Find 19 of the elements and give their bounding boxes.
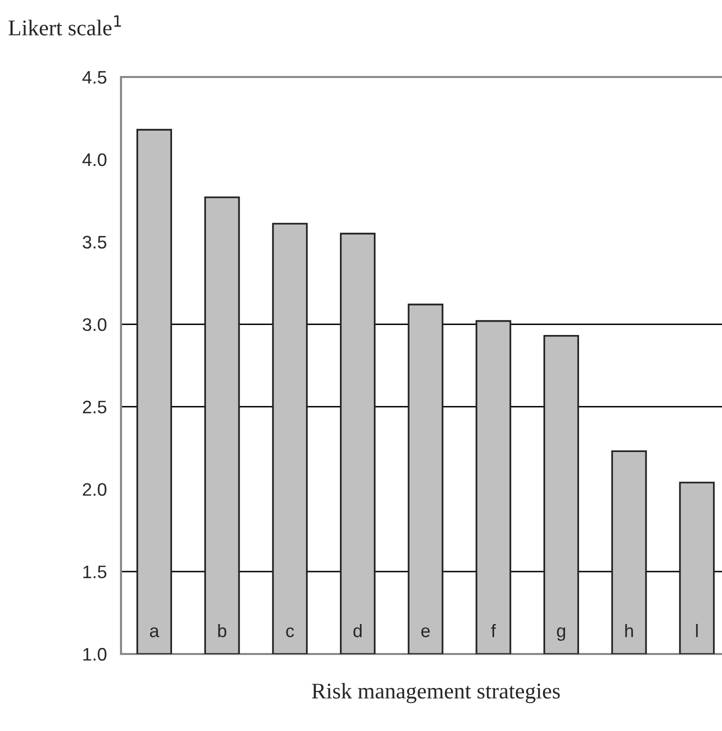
- x-tick-label: h: [625, 624, 633, 638]
- x-tick-label: b: [218, 624, 226, 638]
- y-tick-label: 1.5: [83, 566, 106, 578]
- x-tick-label: e: [421, 627, 430, 638]
- y-tick-label: 2.0: [82, 483, 106, 496]
- y-tick-label: 4.0: [82, 153, 106, 166]
- x-tick-label: g: [556, 627, 566, 641]
- y-tick-label: 4.5: [82, 71, 106, 84]
- x-tick-label: a: [150, 627, 160, 638]
- y-tick-label: 1.0: [83, 648, 106, 661]
- y-axis-title: Likert scale$^{1}$: [8, 15, 121, 36]
- x-tick-label: l: [696, 624, 698, 638]
- x-axis-title: Risk management strategies: [312, 682, 560, 704]
- x-tick-label: c: [286, 627, 294, 638]
- y-tick-label: 3.0: [82, 318, 106, 332]
- y-tick-label: 3.5: [82, 236, 106, 249]
- x-tick-label: d: [353, 624, 362, 638]
- y-tick-label: 2.5: [82, 400, 106, 414]
- x-tick-label: f: [491, 624, 496, 638]
